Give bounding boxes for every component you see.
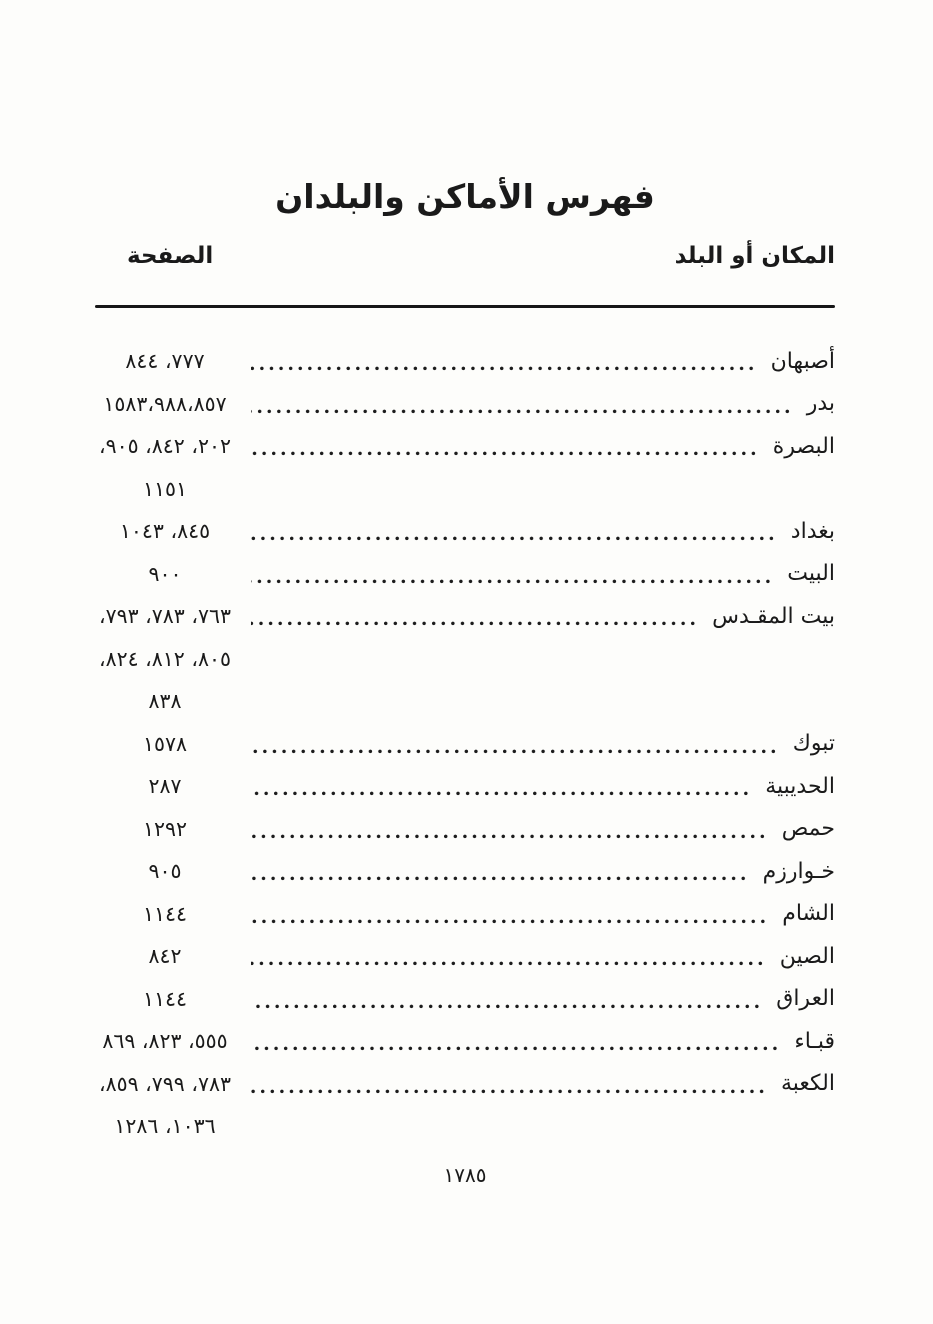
index-entry-continuation-row: ١٢٨٦ ،١٠٣٦ (95, 1105, 835, 1148)
page-numbers: ٩٠٠ (95, 562, 235, 586)
index-entry-row: الحديبية ٢٨٧ (95, 765, 835, 808)
dotted-leader (251, 578, 776, 584)
page-numbers: ٨٤٢ (95, 944, 235, 968)
dotted-leader (251, 536, 779, 542)
column-header-row: المكان أو البلد الصفحة (95, 243, 835, 269)
page-numbers-text: ،٩٠٥ ،٨٤٢ ،٢٠٢ (99, 434, 231, 459)
index-list: أصبهان ٨٤٤ ،٧٧٧ بدر ١٥٨٣،٩٨٨،٨٥٧ البصرة … (95, 340, 835, 1148)
page-title: فهرس الأماكن والبلدان (275, 177, 655, 216)
page-numbers: ٨٦٩ ،٨٢٣ ،٥٥٥ (95, 1029, 235, 1053)
index-entry-row: الشام ١١٤٤ (95, 892, 835, 935)
index-entry-row: الكعبة ،٨٥٩ ،٧٩٩ ،٧٨٣ (95, 1062, 835, 1105)
page-numbers-text: ٨٤٤ ،٧٧٧ (125, 349, 205, 374)
page-numbers-text: ١٢٨٦ ،١٠٣٦ (114, 1114, 216, 1139)
place-name: بيت المقـدس (712, 603, 835, 629)
page-numbers: ،٨٢٤ ،٨١٢ ،٨٠٥ (95, 647, 235, 671)
place-name: الكعبة (780, 1071, 835, 1097)
page-content: فهرس الأماكن والبلدان المكان أو البلد ال… (95, 177, 835, 1188)
dotted-leader (251, 408, 795, 414)
place-name: العراق (776, 986, 835, 1012)
index-entry-continuation-row: ٨٣٨ (95, 680, 835, 723)
dotted-leader (251, 1046, 783, 1052)
page-numbers: ٨٤٤ ،٧٧٧ (95, 349, 235, 373)
page-numbers: ١٠٤٣ ،٨٤٥ (95, 519, 235, 543)
page-numbers: ١١٤٤ (95, 987, 235, 1011)
page-numbers-text: ٢٨٧ (148, 774, 182, 799)
place-name: تبوك (792, 731, 835, 757)
place-name: البصرة (772, 433, 835, 459)
page-numbers: ٢٨٧ (95, 774, 235, 798)
page-numbers: ١٢٨٦ ،١٠٣٦ (95, 1114, 235, 1138)
index-entry-row: بغداد ١٠٤٣ ،٨٤٥ (95, 510, 835, 553)
place-name: حمص (781, 816, 835, 842)
dotted-leader (251, 1088, 769, 1094)
page-numbers-text: ١١٤٤ (142, 986, 188, 1011)
index-entry-row: حمص ١٢٩٢ (95, 807, 835, 850)
place-name: الحديبية (765, 773, 835, 799)
page-numbers: ٩٠٥ (95, 859, 235, 883)
page-numbers: ١٥٧٨ (95, 732, 235, 756)
index-entry-row: بيت المقـدس ،٧٩٣ ،٧٨٣ ،٧٦٣ (95, 595, 835, 638)
page-numbers-text: ١٠٤٣ ،٨٤٥ (119, 519, 211, 544)
dotted-leader (251, 791, 754, 797)
index-entry-continuation-row: ،٨٢٤ ،٨١٢ ،٨٠٥ (95, 637, 835, 680)
footer-page-number: ١٧٨٥ (443, 1163, 487, 1188)
dotted-leader (251, 621, 701, 627)
page-numbers-text: ،٨٢٤ ،٨١٢ ،٨٠٥ (99, 646, 231, 671)
page-numbers-text: ١١٤٤ (142, 901, 188, 926)
index-entry-row: خـوارزم ٩٠٥ (95, 850, 835, 893)
place-name: الصين (779, 943, 835, 969)
place-name: البيت (787, 561, 835, 587)
index-entry-continuation-row: ١١٥١ (95, 467, 835, 510)
dotted-leader (251, 451, 761, 457)
page-numbers: ١١٤٤ (95, 902, 235, 926)
column-header-place: المكان أو البلد (674, 242, 835, 269)
index-entry-row: بدر ١٥٨٣،٩٨٨،٨٥٧ (95, 382, 835, 425)
place-name: بغداد (790, 518, 835, 544)
index-entry-row: البيت ٩٠٠ (95, 552, 835, 595)
column-header-page: الصفحة (127, 242, 214, 269)
index-entry-row: الصين ٨٤٢ (95, 935, 835, 978)
page-numbers-text: ١١٥١ (142, 476, 188, 501)
page-numbers-text: ١٥٨٣،٩٨٨،٨٥٧ (103, 391, 227, 416)
page-numbers-text: ٨٤٢ (148, 944, 182, 969)
page-numbers: ١٢٩٢ (95, 817, 235, 841)
page-numbers-text: ،٨٥٩ ،٧٩٩ ،٧٨٣ (99, 1071, 231, 1096)
page-numbers-text: ١٥٧٨ (142, 731, 188, 756)
place-name: قبـاء (794, 1028, 835, 1054)
place-name: الشام (782, 901, 835, 927)
dotted-leader (251, 748, 781, 754)
page-numbers-text: ٩٠٥ (148, 859, 182, 884)
page-numbers: ،٧٩٣ ،٧٨٣ ،٧٦٣ (95, 604, 235, 628)
page-numbers-text: ،٧٩٣ ،٧٨٣ ،٧٦٣ (99, 604, 231, 629)
index-entry-row: تبوك ١٥٧٨ (95, 722, 835, 765)
page-numbers: ،٩٠٥ ،٨٤٢ ،٢٠٢ (95, 434, 235, 458)
page-numbers-text: ١٢٩٢ (142, 816, 188, 841)
page-numbers: ١٥٨٣،٩٨٨،٨٥٧ (95, 392, 235, 416)
index-entry-row: أصبهان ٨٤٤ ،٧٧٧ (95, 340, 835, 383)
place-name: خـوارزم (762, 858, 835, 884)
index-entry-row: العراق ١١٤٤ (95, 977, 835, 1020)
page-numbers-text: ٨٦٩ ،٨٢٣ ،٥٥٥ (102, 1029, 228, 1054)
page-numbers: ،٨٥٩ ،٧٩٩ ،٧٨٣ (95, 1072, 235, 1096)
dotted-leader (251, 876, 751, 882)
dotted-leader (251, 1003, 765, 1009)
index-entry-row: البصرة ،٩٠٥ ،٨٤٢ ،٢٠٢ (95, 425, 835, 468)
dotted-leader (251, 918, 771, 924)
dotted-leader (251, 366, 759, 372)
dotted-leader (251, 833, 770, 839)
divider-rule (95, 304, 835, 308)
page-numbers: ٨٣٨ (95, 689, 235, 713)
page-numbers: ١١٥١ (95, 477, 235, 501)
dotted-leader (251, 961, 768, 967)
place-name: بدر (806, 391, 835, 417)
index-entry-row: قبـاء ٨٦٩ ،٨٢٣ ،٥٥٥ (95, 1020, 835, 1063)
place-name: أصبهان (770, 348, 835, 374)
page-numbers-text: ٨٣٨ (148, 689, 182, 714)
page-numbers-text: ٩٠٠ (148, 561, 182, 586)
